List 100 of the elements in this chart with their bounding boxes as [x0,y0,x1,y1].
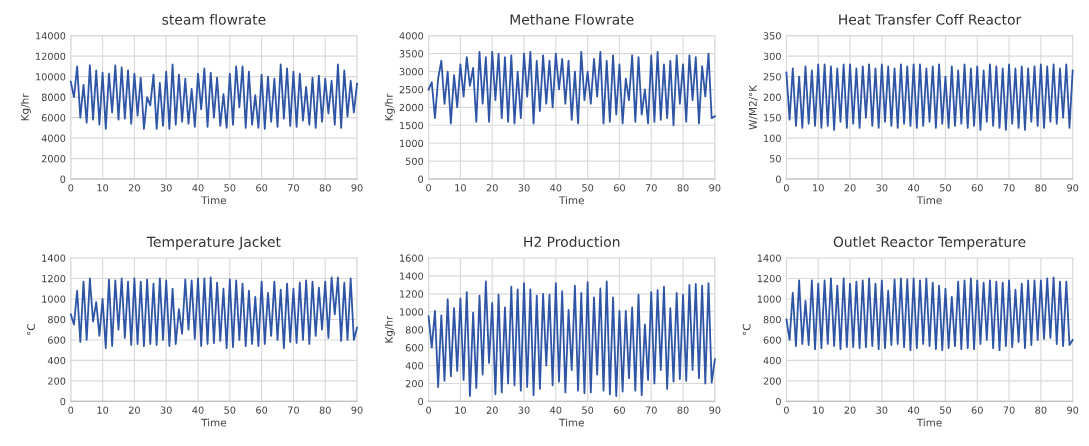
y-tick-label: 200 [763,93,781,101]
x-axis-title: Time [916,196,942,205]
y-tick-label: 1200 [400,290,424,298]
x-tick-label: 90 [351,406,363,414]
y-tick-label: 800 [763,315,781,324]
y-tick-label: 1000 [757,295,781,303]
x-tick-label: 50 [224,184,236,192]
x-tick-label: 40 [907,406,920,414]
x-tick-label: 20 [486,406,498,414]
y-tick-label: 800 [48,315,66,324]
x-tick-label: 0 [426,406,432,414]
y-axis-title: Kg/hr [384,315,395,343]
x-tick-label: 50 [940,406,951,414]
x-tick-label: 0 [68,184,74,192]
y-tick-label: 1400 [757,254,781,262]
x-tick-label: 90 [1067,184,1079,192]
x-tick-label: 30 [876,406,888,414]
y-tick-label: 300 [763,52,781,60]
x-tick-label: 0 [68,406,74,414]
x-tick-label: 10 [455,406,466,414]
x-tick-label: 70 [1003,406,1015,414]
x-tick-label: 0 [783,406,789,414]
x-tick-label: 70 [1003,184,1015,192]
y-tick-label: 100 [764,134,781,142]
chart-title: Temperature Jacket [146,236,281,250]
y-tick-label: 200 [763,377,781,385]
chart-title: Heat Transfer Coff Reactor [839,14,1022,25]
x-tick-label: 70 [288,406,299,414]
y-tick-label: 200 [48,377,66,385]
x-tick-label: 40 [192,184,204,192]
x-tick-label: 80 [319,184,331,192]
x-tick-label: 40 [192,406,204,414]
y-axis-title: °C [742,324,751,335]
x-tick-label: 40 [550,184,562,192]
y-tick-label: 1500 [400,121,424,130]
y-tick-label: 1600 [400,254,424,262]
x-tick-label: 60 [613,184,625,192]
x-tick-label: 80 [677,184,689,192]
y-tick-label: 3500 [399,50,424,58]
y-tick-label: 400 [405,362,424,370]
x-tick-label: 90 [1067,406,1079,414]
y-tick-label: 350 [763,32,781,40]
y-tick-label: 10000 [36,73,66,81]
x-tick-label: 70 [288,184,299,192]
x-tick-label: 50 [582,184,594,192]
x-tick-label: 70 [645,184,657,192]
x-tick-label: 30 [876,184,888,192]
y-tick-label: 50 [769,155,781,163]
y-axis-title: °C [27,324,35,335]
x-tick-label: 20 [844,184,856,192]
x-tick-label: 10 [97,406,109,414]
x-tick-label: 30 [160,406,172,414]
x-axis-title: Time [201,196,227,205]
x-tick-label: 40 [550,406,562,414]
x-axis-title: Time [558,418,584,427]
x-tick-label: 50 [582,406,594,414]
y-tick-label: 6000 [41,114,66,122]
line-series [427,280,716,397]
x-tick-label: 40 [907,184,920,192]
x-axis-title: Time [201,418,227,427]
y-axis-title: W/M2/°K [748,84,758,130]
x-tick-label: 20 [128,406,140,414]
chart-title: Methane Flowrate [510,14,634,25]
y-tick-label: 1000 [400,139,424,148]
line-series [785,63,1074,131]
y-tick-label: 0 [60,175,66,183]
y-tick-label: 2500 [399,85,424,94]
x-tick-label: 0 [426,184,432,192]
x-tick-label: 90 [709,406,721,414]
y-tick-label: 1000 [42,295,66,303]
y-tick-label: 2000 [41,155,66,163]
y-tick-label: 0 [776,397,781,406]
x-tick-label: 10 [97,184,109,192]
y-tick-label: 4000 [399,32,424,40]
y-tick-label: 0 [418,397,424,406]
x-tick-label: 30 [518,184,530,192]
x-tick-label: 60 [256,184,268,192]
x-tick-label: 10 [813,184,824,192]
line-series [427,50,716,127]
y-tick-label: 12000 [36,52,66,60]
y-tick-label: 400 [763,356,781,365]
y-tick-label: 0 [776,175,781,183]
x-tick-label: 80 [677,406,689,414]
x-tick-label: 70 [645,406,657,414]
y-tick-label: 400 [47,356,66,365]
chart-title: H2 Production [524,236,620,248]
x-tick-label: 30 [160,184,172,192]
y-tick-label: 1400 [400,272,424,280]
y-tick-label: 14000 [36,32,66,40]
x-tick-label: 10 [455,184,466,192]
x-tick-label: 0 [783,184,789,192]
x-tick-label: 90 [351,184,363,192]
y-axis-title: Kg/hr [20,93,31,121]
y-tick-label: 1200 [757,274,781,283]
x-tick-label: 80 [1035,406,1047,414]
y-tick-label: 250 [763,73,781,81]
chart-title: Outlet Reactor Temperature [833,236,1026,250]
y-tick-label: 3000 [399,68,424,76]
y-tick-label: 600 [48,336,66,344]
x-tick-label: 20 [844,406,856,414]
